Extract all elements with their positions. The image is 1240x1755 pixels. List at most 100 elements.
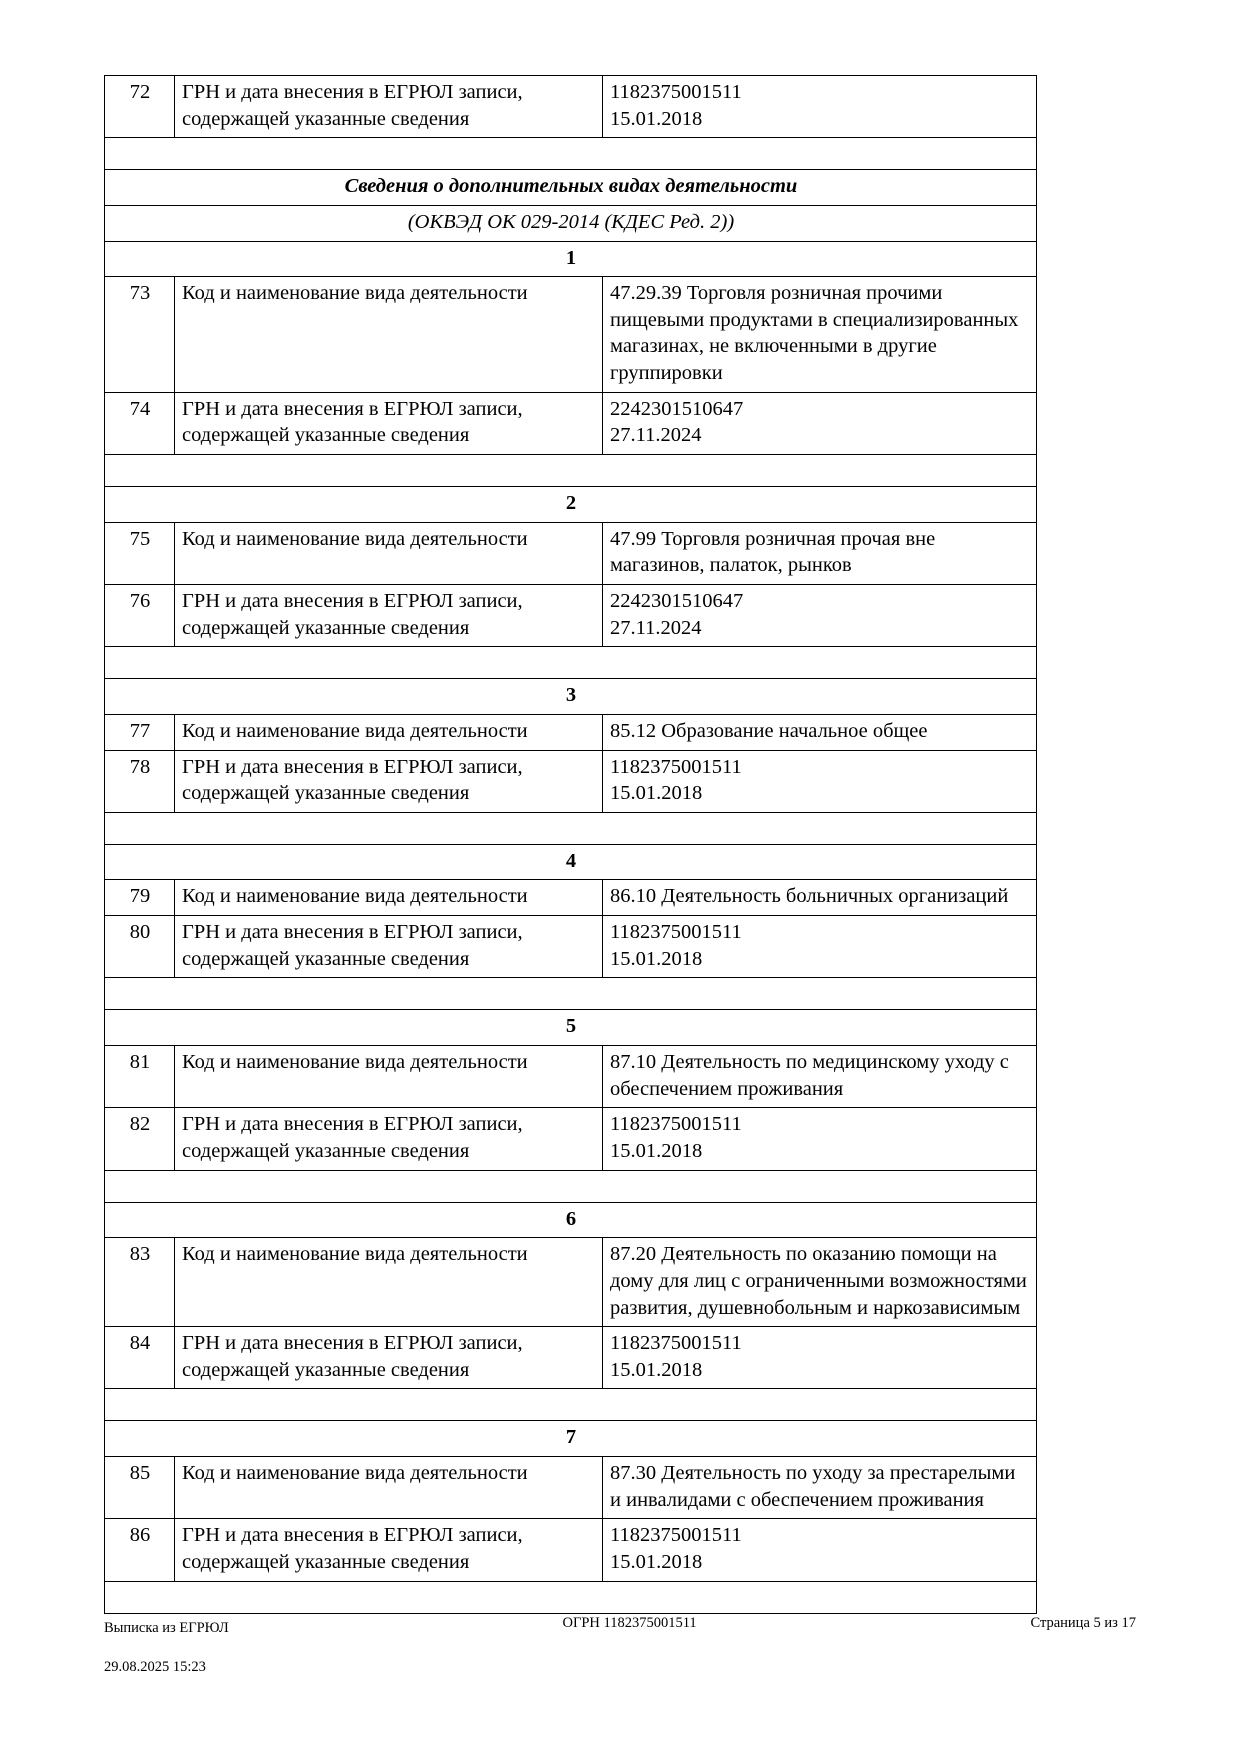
- row-value-grn: 2242301510647: [610, 589, 744, 612]
- table-row: 75 Код и наименование вида деятельности 47…: [104, 521, 1037, 585]
- footer-ogrn: ОГРН 1182375001511: [562, 1615, 697, 1632]
- table-row: 82 ГРН и дата внесения в ЕГРЮЛ записи, сод…: [104, 1107, 1037, 1171]
- footer-document-info: Выписка из ЕГРЮЛ 29.08.2025 15:23: [104, 1599, 229, 1697]
- table-row: 79 Код и наименование вида деятельности 86…: [104, 879, 1037, 917]
- row-label-line2: содержащей указанные сведения: [182, 616, 470, 639]
- row-label: ГРН и дата внесения в ЕГРЮЛ записи, содер…: [174, 749, 603, 813]
- row-value-date: 15.01.2018: [610, 947, 703, 970]
- row-value-date: 27.11.2024: [610, 616, 702, 639]
- row-value-grn: 1182375001511: [610, 1113, 742, 1136]
- activities-table: 72 ГРН и дата внесения в ЕГРЮЛ записи, с…: [104, 74, 1037, 1614]
- row-number: 78: [104, 749, 175, 813]
- row-label: ГРН и дата внесения в ЕГРЮЛ записи, содер…: [174, 915, 603, 979]
- row-value: 1182375001511 15.01.2018: [602, 1518, 1037, 1582]
- section-heading: Сведения о дополнительных видах деятельн…: [104, 169, 1037, 206]
- table-row: 72 ГРН и дата внесения в ЕГРЮЛ записи, с…: [104, 74, 1037, 139]
- spacer-row: [104, 1580, 1037, 1614]
- row-value: 1182375001511 15.01.2018: [602, 74, 1037, 139]
- group-number: 1: [104, 240, 1037, 278]
- row-label: Код и наименование вида деятельности: [174, 1456, 603, 1520]
- table-row: 85 Код и наименование вида деятельности 87…: [104, 1456, 1037, 1520]
- row-label-line2: содержащей указанные сведения: [182, 1139, 470, 1162]
- row-value-grn: 1182375001511: [610, 755, 742, 778]
- row-number: 86: [104, 1518, 175, 1582]
- spacer-row: [104, 137, 1037, 171]
- spacer-cell: [104, 977, 1037, 1011]
- row-label-line1: ГРН и дата внесения в ЕГРЮЛ записи,: [182, 397, 523, 420]
- row-value: 87.10 Деятельность по медицинскому уходу…: [602, 1045, 1037, 1109]
- spacer-cell: [104, 811, 1037, 845]
- row-label-line2: содержащей указанные сведения: [182, 1550, 470, 1573]
- row-label-line1: ГРН и дата внесения в ЕГРЮЛ записи,: [182, 1332, 523, 1355]
- row-number: 72: [104, 74, 175, 139]
- row-number: 77: [104, 713, 175, 751]
- row-value: 1182375001511 15.01.2018: [602, 1326, 1037, 1390]
- row-value-grn: 1182375001511: [610, 1524, 742, 1547]
- egrul-extract-sheet: 72 ГРН и дата внесения в ЕГРЮЛ записи, с…: [104, 74, 1037, 1614]
- group-number-row: 3: [104, 678, 1037, 715]
- spacer-row: [104, 454, 1037, 488]
- table-row: 74 ГРН и дата внесения в ЕГРЮЛ записи, сод…: [104, 391, 1037, 456]
- spacer-cell: [104, 646, 1037, 680]
- footer-page-number: Страница 5 из 17: [1030, 1615, 1136, 1632]
- row-label-line2: содержащей указанные сведения: [182, 947, 470, 970]
- row-number: 83: [104, 1237, 175, 1328]
- group-number: 6: [104, 1201, 1037, 1239]
- group-number: 2: [104, 486, 1037, 523]
- table-body: 72 ГРН и дата внесения в ЕГРЮЛ записи, с…: [104, 74, 1037, 1614]
- row-value-grn: 1182375001511: [610, 1332, 742, 1355]
- row-value-date: 15.01.2018: [610, 782, 703, 805]
- group-number-row: 2: [104, 486, 1037, 523]
- section-heading-row: Сведения о дополнительных видах деятельн…: [104, 169, 1037, 206]
- footer-doc-title: Выписка из ЕГРЮЛ: [104, 1619, 229, 1636]
- row-label: Код и наименование вида деятельности: [174, 879, 603, 917]
- row-label: Код и наименование вида деятельности: [174, 1045, 603, 1109]
- row-label: Код и наименование вида деятельности: [174, 1237, 603, 1328]
- spacer-cell: [104, 137, 1037, 171]
- section-subheading: (ОКВЭД ОК 029-2014 (КДЕС Ред. 2)): [104, 204, 1037, 242]
- row-number: 79: [104, 879, 175, 917]
- table-row: 77 Код и наименование вида деятельности 85…: [104, 713, 1037, 751]
- row-number: 76: [104, 583, 175, 648]
- row-label-line1: ГРН и дата внесения в ЕГРЮЛ записи,: [182, 81, 523, 103]
- table-row: 84 ГРН и дата внесения в ЕГРЮЛ записи, сод…: [104, 1326, 1037, 1390]
- group-number: 3: [104, 678, 1037, 715]
- section-subheading-row: (ОКВЭД ОК 029-2014 (КДЕС Ред. 2)): [104, 204, 1037, 242]
- row-label: ГРН и дата внесения в ЕГРЮЛ записи, содер…: [174, 1107, 603, 1171]
- spacer-row: [104, 1169, 1037, 1203]
- row-value-grn: 1182375001511: [610, 81, 742, 103]
- table-row: 73 Код и наименование вида деятельности 47…: [104, 276, 1037, 393]
- row-value: 2242301510647 27.11.2024: [602, 391, 1037, 456]
- row-number: 73: [104, 276, 175, 393]
- group-number: 7: [104, 1420, 1037, 1458]
- row-label-line1: ГРН и дата внесения в ЕГРЮЛ записи,: [182, 1113, 523, 1136]
- footer-timestamp: 29.08.2025 15:23: [104, 1658, 206, 1675]
- row-label: Код и наименование вида деятельности: [174, 713, 603, 751]
- row-value: 47.29.39 Торговля розничная прочими пище…: [602, 276, 1037, 393]
- spacer-cell: [104, 454, 1037, 488]
- row-number: 74: [104, 391, 175, 456]
- row-value: 1182375001511 15.01.2018: [602, 915, 1037, 979]
- spacer-cell: [104, 1169, 1037, 1203]
- row-label: ГРН и дата внесения в ЕГРЮЛ записи, содер…: [174, 1518, 603, 1582]
- row-value-date: 27.11.2024: [610, 424, 702, 447]
- row-value: 87.30 Деятельность по уходу за престарел…: [602, 1456, 1037, 1520]
- row-value: 1182375001511 15.01.2018: [602, 749, 1037, 813]
- row-number: 80: [104, 915, 175, 979]
- row-value-grn: 1182375001511: [610, 921, 742, 944]
- table-row: 86 ГРН и дата внесения в ЕГРЮЛ записи, сод…: [104, 1518, 1037, 1582]
- row-value: 1182375001511 15.01.2018: [602, 1107, 1037, 1171]
- row-label: ГРН и дата внесения в ЕГРЮЛ записи, соде…: [174, 74, 603, 139]
- row-number: 75: [104, 521, 175, 585]
- row-value-date: 15.01.2018: [610, 1550, 703, 1573]
- spacer-row: [104, 977, 1037, 1011]
- row-value: 47.99 Торговля розничная прочая вне мага…: [602, 521, 1037, 585]
- table-row: 83 Код и наименование вида деятельности 87…: [104, 1237, 1037, 1328]
- row-label: Код и наименование вида деятельности: [174, 521, 603, 585]
- row-value: 2242301510647 27.11.2024: [602, 583, 1037, 648]
- row-label-line1: ГРН и дата внесения в ЕГРЮЛ записи,: [182, 921, 523, 944]
- table-row: 78 ГРН и дата внесения в ЕГРЮЛ записи, сод…: [104, 749, 1037, 813]
- row-label-line2: содержащей указанные сведения: [182, 107, 470, 130]
- page-footer: Выписка из ЕГРЮЛ 29.08.2025 15:23 ОГРН 1…: [104, 1599, 1136, 1697]
